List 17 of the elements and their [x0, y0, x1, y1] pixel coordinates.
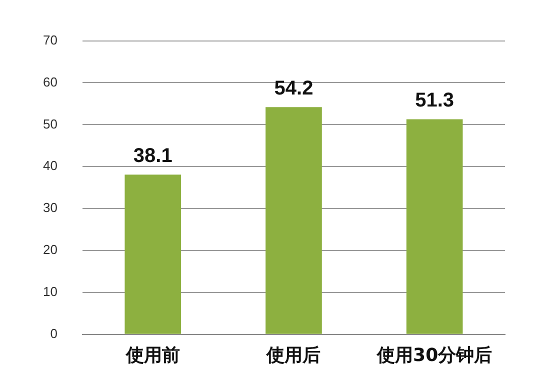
- y-tick-label: 60: [42, 74, 58, 90]
- y-tick-label: 70: [42, 32, 58, 48]
- bar: [406, 119, 463, 334]
- bar: [124, 174, 182, 334]
- y-tick-label: 10: [42, 284, 58, 300]
- x-tick-label: 使用前: [124, 344, 180, 366]
- data-label: 38.1: [133, 145, 172, 168]
- y-tick-label: 0: [50, 326, 58, 341]
- data-label: 54.2: [274, 78, 314, 100]
- x-tick-label: 使用30分钟后: [376, 344, 492, 366]
- y-tick-label: 20: [42, 242, 58, 258]
- bar: [266, 107, 322, 334]
- x-tick-label: 使用后: [266, 344, 321, 366]
- data-label: 51.3: [415, 90, 454, 112]
- y-tick-label: 40: [42, 158, 58, 174]
- y-tick-label: 50: [42, 116, 58, 132]
- y-tick-label: 30: [42, 200, 58, 216]
